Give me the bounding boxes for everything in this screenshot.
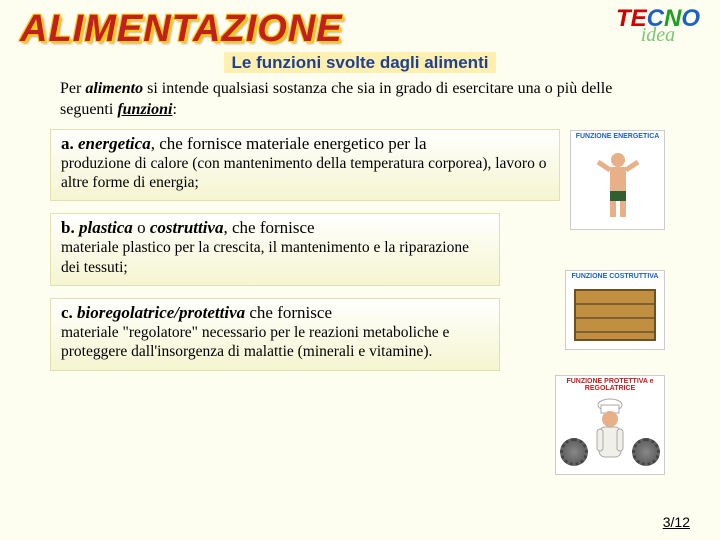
illus-caption: FUNZIONE COSTRUTTIVA — [568, 273, 662, 280]
section-body: materiale plastico per la crescita, il m… — [61, 238, 489, 277]
section-name: bioregolatrice/protettiva — [77, 303, 245, 322]
page-title: ALIMENTAZIONE — [20, 8, 343, 51]
section-name2: costruttiva — [150, 218, 224, 237]
illustration-energetica: FUNZIONE ENERGETICA — [570, 130, 665, 230]
logo-idea: idea — [641, 26, 675, 44]
section-body: produzione di calore (con mantenimento d… — [61, 154, 549, 193]
illustration-plastica: FUNZIONE COSTRUTTIVA — [565, 270, 665, 350]
illustration-bioregolatrice: FUNZIONE PROTETTIVA e REGOLATRICE — [555, 375, 665, 475]
section-letter: c. — [61, 303, 73, 322]
gear-icon — [560, 438, 588, 466]
section-energetica: a. energetica, che fornisce materiale en… — [50, 129, 560, 202]
brick-wall-icon — [574, 289, 656, 341]
section-bioregolatrice: c. bioregolatrice/protettiva che fornisc… — [50, 298, 500, 371]
term-alimento: alimento — [85, 80, 143, 97]
illus-caption: FUNZIONE PROTETTIVA e REGOLATRICE — [558, 378, 662, 392]
section-plastica: b. plastica o costruttiva, che fornisce … — [50, 213, 500, 286]
subtitle: Le funzioni svolte dagli alimenti — [0, 53, 720, 73]
logo: TECNO idea — [616, 8, 700, 44]
chef-icon — [585, 397, 635, 467]
subtitle-text: Le funzioni svolte dagli alimenti — [224, 52, 497, 73]
header: ALIMENTAZIONE TECNO idea — [0, 0, 720, 51]
illus-caption: FUNZIONE ENERGETICA — [573, 133, 662, 140]
gear-icon — [632, 438, 660, 466]
intro-paragraph: Per alimento si intende qualsiasi sostan… — [0, 73, 720, 129]
section-letter: a. — [61, 134, 74, 153]
section-name: plastica — [79, 218, 133, 237]
section-name: energetica — [78, 134, 151, 153]
page-number: 3/12 — [663, 514, 690, 530]
section-body: materiale "regolatore" necessario per le… — [61, 323, 489, 362]
term-funzioni: funzioni — [117, 101, 172, 118]
person-icon — [593, 150, 643, 220]
section-letter: b. — [61, 218, 75, 237]
